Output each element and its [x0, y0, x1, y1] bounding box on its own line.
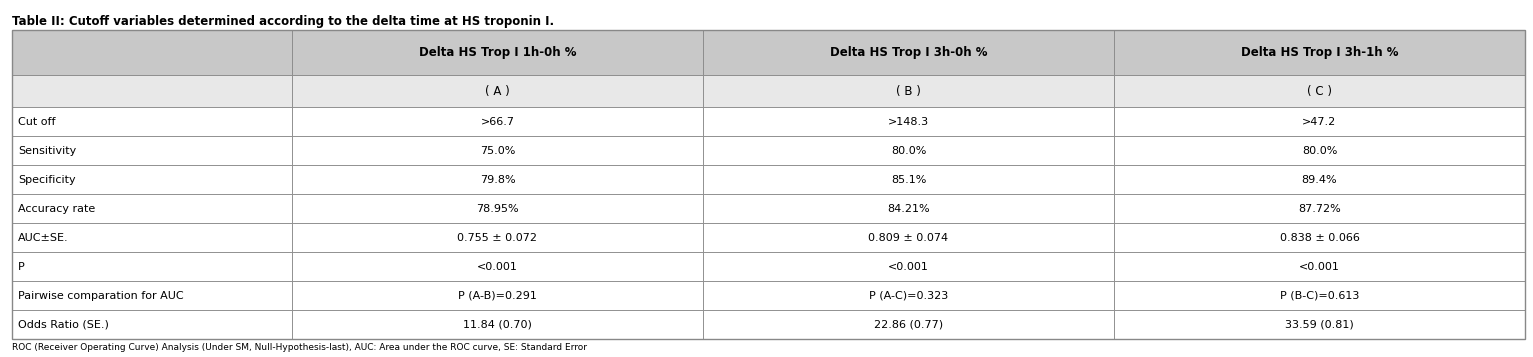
Bar [12, 30, 291, 75]
Text: 87.72%: 87.72% [1298, 203, 1341, 213]
Text: P: P [18, 262, 25, 272]
Bar [1114, 223, 1525, 252]
Bar [1114, 252, 1525, 281]
Text: Delta HS Trop I 3h-0h %: Delta HS Trop I 3h-0h % [829, 46, 987, 59]
Bar [1114, 75, 1525, 107]
Text: AUC±SE.: AUC±SE. [18, 233, 69, 243]
Text: P (A-B)=0.291: P (A-B)=0.291 [458, 291, 537, 301]
Bar [291, 223, 704, 252]
Text: 22.86 (0.77): 22.86 (0.77) [874, 320, 943, 330]
Text: P (A-C)=0.323: P (A-C)=0.323 [869, 291, 947, 301]
Bar [704, 136, 1114, 165]
Text: >148.3: >148.3 [888, 117, 929, 127]
Text: 80.0%: 80.0% [891, 146, 926, 156]
Bar [12, 223, 291, 252]
Bar [704, 310, 1114, 339]
Text: 79.8%: 79.8% [480, 175, 515, 185]
Bar [12, 30, 1525, 339]
Bar [704, 252, 1114, 281]
Text: Odds Ratio (SE.): Odds Ratio (SE.) [18, 320, 109, 330]
Bar [291, 194, 704, 223]
Text: Delta HS Trop I 3h-1h %: Delta HS Trop I 3h-1h % [1240, 46, 1398, 59]
Text: >47.2: >47.2 [1303, 117, 1337, 127]
Text: ( C ): ( C ) [1308, 85, 1332, 97]
Text: Pairwise comparation for AUC: Pairwise comparation for AUC [18, 291, 184, 301]
Text: 84.21%: 84.21% [888, 203, 931, 213]
Bar [1114, 194, 1525, 223]
Bar [12, 252, 291, 281]
Text: 0.809 ± 0.074: 0.809 ± 0.074 [868, 233, 949, 243]
Bar [704, 30, 1114, 75]
Bar [291, 165, 704, 194]
Text: Sensitivity: Sensitivity [18, 146, 77, 156]
Bar [12, 136, 291, 165]
Text: 0.755 ± 0.072: 0.755 ± 0.072 [457, 233, 538, 243]
Text: ROC (Receiver Operating Curve) Analysis (Under SM, Null-Hypothesis-last), AUC: A: ROC (Receiver Operating Curve) Analysis … [12, 343, 587, 352]
Text: 11.84 (0.70): 11.84 (0.70) [463, 320, 532, 330]
Text: Delta HS Trop I 1h-0h %: Delta HS Trop I 1h-0h % [419, 46, 576, 59]
Text: Table II: Cutoﬀ variables determined according to the delta time at HS troponin : Table II: Cutoﬀ variables determined acc… [12, 15, 553, 28]
Text: 78.95%: 78.95% [477, 203, 518, 213]
Text: 85.1%: 85.1% [891, 175, 926, 185]
Text: Cut off: Cut off [18, 117, 55, 127]
Text: 89.4%: 89.4% [1302, 175, 1337, 185]
Bar [1114, 281, 1525, 310]
Bar [1114, 136, 1525, 165]
Text: <0.001: <0.001 [1298, 262, 1340, 272]
Bar [1114, 30, 1525, 75]
Bar [1114, 310, 1525, 339]
Text: <0.001: <0.001 [477, 262, 518, 272]
Bar [704, 223, 1114, 252]
Bar [12, 107, 291, 136]
Text: 75.0%: 75.0% [480, 146, 515, 156]
Bar [291, 281, 704, 310]
Bar [12, 165, 291, 194]
Text: >66.7: >66.7 [480, 117, 515, 127]
Bar [291, 252, 704, 281]
Bar [12, 194, 291, 223]
Bar [12, 310, 291, 339]
Text: 0.838 ± 0.066: 0.838 ± 0.066 [1280, 233, 1360, 243]
Text: <0.001: <0.001 [888, 262, 929, 272]
Bar [291, 75, 704, 107]
Bar [291, 30, 704, 75]
Bar [12, 281, 291, 310]
Bar [12, 75, 291, 107]
Bar [704, 194, 1114, 223]
Bar [1114, 107, 1525, 136]
Bar [291, 310, 704, 339]
Bar [291, 107, 704, 136]
Bar [704, 281, 1114, 310]
Text: P (B-C)=0.613: P (B-C)=0.613 [1280, 291, 1360, 301]
Bar [704, 107, 1114, 136]
Bar [291, 136, 704, 165]
Text: Specificity: Specificity [18, 175, 75, 185]
Bar [704, 165, 1114, 194]
Text: 33.59 (0.81): 33.59 (0.81) [1285, 320, 1354, 330]
Bar [1114, 165, 1525, 194]
Text: Accuracy rate: Accuracy rate [18, 203, 95, 213]
Text: ( B ): ( B ) [895, 85, 921, 97]
Bar [704, 75, 1114, 107]
Text: 80.0%: 80.0% [1302, 146, 1337, 156]
Text: ( A ): ( A ) [484, 85, 510, 97]
